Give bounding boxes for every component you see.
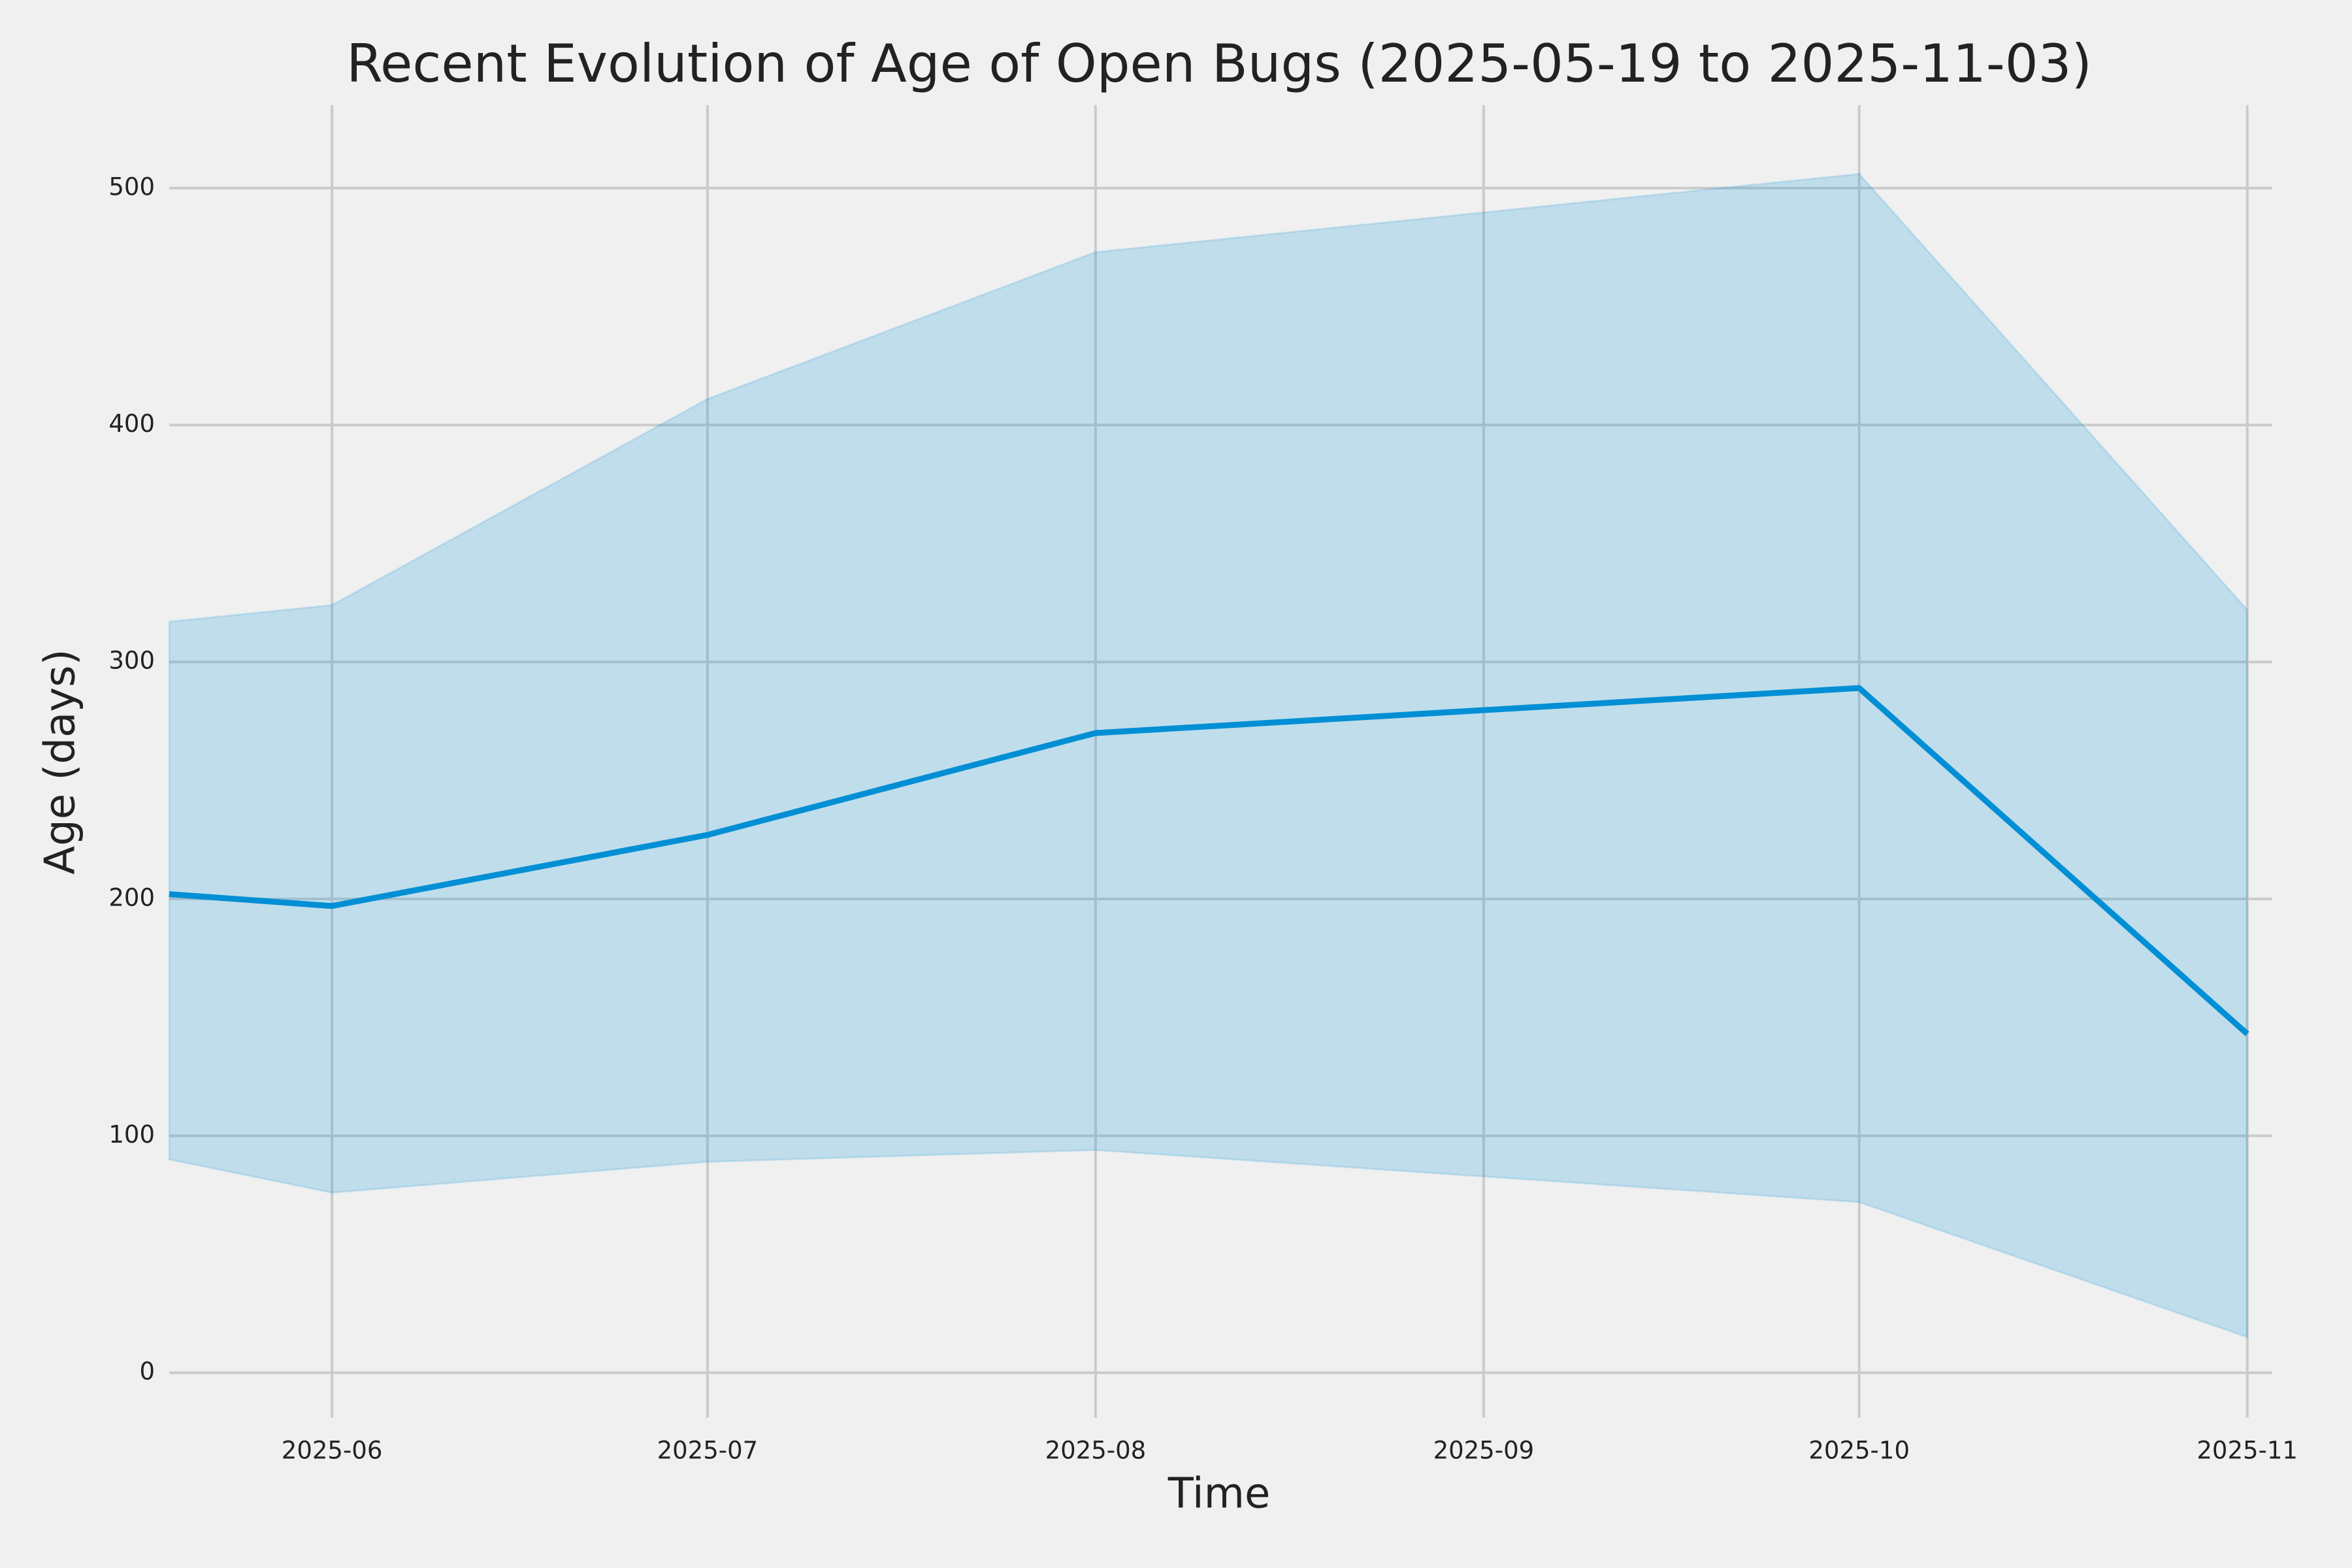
x-tick-label: 2025-06 [282,1437,383,1465]
y-tick-label: 200 [108,883,155,911]
y-tick-label: 400 [108,410,155,438]
y-tick-label: 300 [108,647,155,675]
mean-line [169,685,2249,1036]
y-tick-label: 0 [139,1358,155,1386]
x-axis-label: Time [1168,1470,1271,1518]
chart-title: Recent Evolution of Age of Open Bugs (20… [346,33,2092,94]
y-tick-label: 100 [108,1120,155,1149]
x-tick-label: 2025-07 [657,1437,759,1465]
confidence-band [168,172,2249,1339]
y-tick-label: 500 [108,172,155,201]
x-tick-label: 2025-09 [1433,1437,1535,1465]
x-tick-label: 2025-08 [1045,1437,1147,1465]
x-tick-label: 2025-10 [1808,1437,1910,1465]
x-tick-label: 2025-11 [2197,1437,2298,1465]
y-axis-label: Age (days) [37,649,85,874]
